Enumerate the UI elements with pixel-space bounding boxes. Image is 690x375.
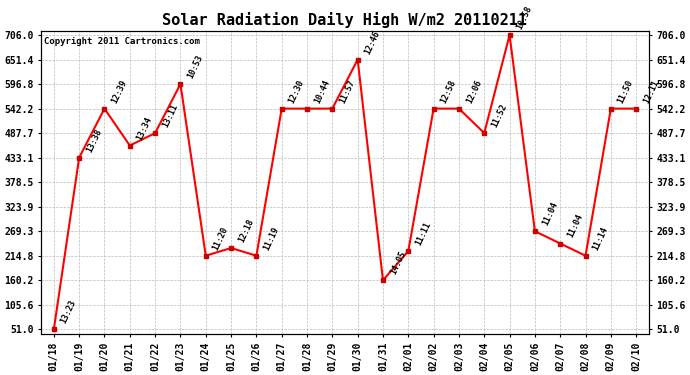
Text: 11:19: 11:19	[262, 225, 281, 252]
Text: 11:11: 11:11	[414, 220, 433, 247]
Title: Solar Radiation Daily High W/m2 20110211: Solar Radiation Daily High W/m2 20110211	[163, 12, 527, 28]
Text: 11:04: 11:04	[540, 201, 559, 227]
Text: 11:50: 11:50	[616, 78, 635, 105]
Text: 11:57: 11:57	[338, 78, 357, 105]
Text: 10:53: 10:53	[186, 54, 205, 80]
Text: 10:58: 10:58	[515, 4, 534, 31]
Text: 13:38: 13:38	[85, 127, 104, 153]
Text: 11:04: 11:04	[566, 213, 584, 239]
Text: 12:39: 12:39	[110, 78, 129, 105]
Text: 10:44: 10:44	[313, 78, 331, 105]
Text: 12:18: 12:18	[237, 217, 255, 244]
Text: 11:52: 11:52	[490, 102, 509, 129]
Text: 13:23: 13:23	[59, 299, 78, 325]
Text: 12:11: 12:11	[642, 78, 660, 105]
Text: 12:06: 12:06	[464, 78, 483, 105]
Text: 11:20: 11:20	[211, 225, 230, 252]
Text: Copyright 2011 Cartronics.com: Copyright 2011 Cartronics.com	[44, 37, 200, 46]
Text: 13:11: 13:11	[161, 102, 179, 129]
Text: 12:58: 12:58	[439, 78, 458, 105]
Text: 13:34: 13:34	[135, 115, 154, 141]
Text: 11:14: 11:14	[591, 225, 610, 252]
Text: 12:30: 12:30	[287, 78, 306, 105]
Text: 14:05: 14:05	[388, 250, 407, 276]
Text: 12:46: 12:46	[363, 29, 382, 56]
